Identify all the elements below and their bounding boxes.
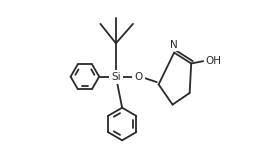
Text: OH: OH [205, 56, 221, 66]
Text: O: O [134, 72, 143, 82]
Text: N: N [170, 40, 178, 50]
Text: Si: Si [111, 72, 121, 82]
